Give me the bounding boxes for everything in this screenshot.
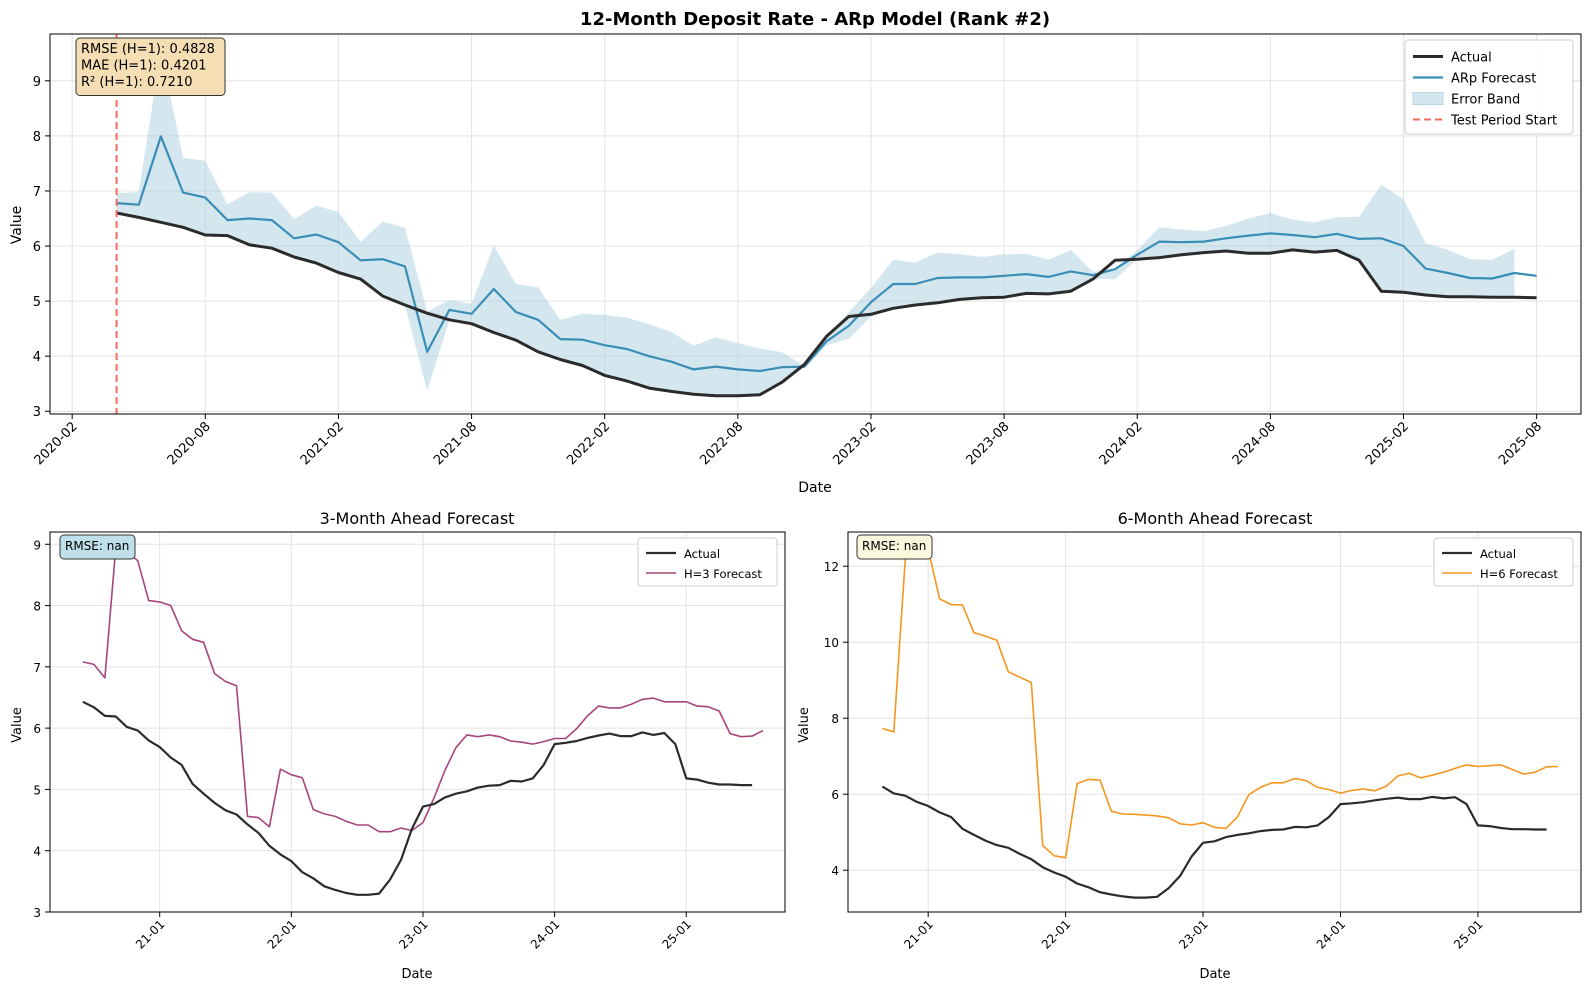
plot-frame <box>49 531 786 913</box>
legend-box <box>1433 537 1574 587</box>
legend-label: ARp Forecast <box>1451 72 1536 87</box>
y-tick-label: 4 <box>33 845 41 859</box>
x-tick-label: 22-01 <box>1039 917 1074 952</box>
legend-label: Test Period Start <box>1450 114 1557 129</box>
x-tick-label: 21-01 <box>901 917 936 952</box>
stats-box: RMSE: nan <box>59 534 136 560</box>
x-tick-label: 25-01 <box>659 917 694 952</box>
subplot-1-y-axis-label: Value <box>10 707 25 743</box>
forecast-line <box>882 542 1559 859</box>
legend-label: Error Band <box>1451 93 1520 108</box>
y-tick-label: 4 <box>831 864 839 878</box>
y-tick-label: 3 <box>33 405 41 420</box>
x-tick-label: 24-01 <box>1314 917 1349 952</box>
legend: Actual ARp Forecast Error Band Test Period … <box>1404 39 1574 135</box>
y-tick-label: 9 <box>33 538 41 552</box>
main-x-axis-label: Date <box>798 480 831 496</box>
forecast-line <box>82 546 764 833</box>
stats-box-background <box>59 534 136 560</box>
stats-box-background <box>75 37 226 96</box>
plot-frame <box>847 531 1582 913</box>
x-tick-label: 2023-08 <box>964 419 1013 468</box>
x-tick-label: 2024-08 <box>1230 419 1279 468</box>
x-tick-label: 2024-02 <box>1097 419 1146 468</box>
error-band <box>116 50 1515 396</box>
actual-line <box>82 700 753 896</box>
stats-box-background <box>856 534 933 560</box>
stats-text: RMSE (H=1): 0.4828 <box>81 42 215 57</box>
x-tick-label: 2023-02 <box>830 419 879 468</box>
x-tick-label: 2021-08 <box>431 419 480 468</box>
stats-box: RMSE: nan <box>856 534 933 560</box>
actual-line <box>116 211 1537 398</box>
x-tick-label: 2022-02 <box>564 419 613 468</box>
y-tick-label: 9 <box>33 75 41 90</box>
y-tick-label: 3 <box>33 906 41 920</box>
legend-box <box>1404 39 1574 135</box>
main-y-axis-label: Value <box>9 206 25 244</box>
y-tick-label: 12 <box>824 560 839 574</box>
legend-box <box>637 537 778 587</box>
legend: Actual H=3 Forecast <box>637 537 778 587</box>
x-tick-label: 2020-02 <box>32 419 81 468</box>
legend: Actual H=6 Forecast <box>1433 537 1574 587</box>
x-tick-label: 2025-02 <box>1363 419 1412 468</box>
x-tick-label: 2021-02 <box>298 419 347 468</box>
subplot-2-title: 6-Month Ahead Forecast <box>1118 509 1313 528</box>
x-tick-label: 24-01 <box>528 917 563 952</box>
legend-label: Actual <box>1451 51 1492 66</box>
y-tick-label: 7 <box>33 661 41 675</box>
x-tick-label: 25-01 <box>1451 917 1486 952</box>
y-tick-label: 6 <box>33 722 41 736</box>
x-tick-label: 2020-08 <box>165 419 214 468</box>
y-tick-label: 8 <box>33 130 41 145</box>
y-tick-label: 6 <box>33 240 41 255</box>
x-tick-label: 23-01 <box>1176 917 1211 952</box>
stats-text: RMSE: nan <box>862 539 926 553</box>
legend-swatch <box>1412 92 1444 105</box>
y-tick-label: 6 <box>831 788 839 802</box>
x-tick-label: 23-01 <box>396 917 431 952</box>
plot-frame <box>49 33 1582 415</box>
x-tick-label: 22-01 <box>265 917 300 952</box>
stats-text: RMSE: nan <box>65 539 129 553</box>
actual-line <box>881 785 1547 899</box>
legend-label: H=6 Forecast <box>1480 567 1558 581</box>
stats-text: R² (H=1): 0.7210 <box>81 75 192 90</box>
legend-label: Actual <box>684 547 720 561</box>
forecast-line <box>116 135 1537 373</box>
y-tick-label: 5 <box>33 783 41 797</box>
plot-panel-1: 3 4 5 6 7 8 9 2020-02 2020-08 2021-02 2021-08 2022-… <box>32 33 1582 468</box>
subplot-2-x-axis-label: Date <box>1199 967 1230 982</box>
stats-text: MAE (H=1): 0.4201 <box>81 59 207 74</box>
plot-panel-2: 3 4 5 6 7 8 9 21-01 22-01 23-01 24-01 25-01 RMSE: na… <box>33 531 786 952</box>
y-tick-label: 10 <box>824 636 839 650</box>
legend-label: Actual <box>1480 547 1516 561</box>
y-tick-label: 8 <box>33 600 41 614</box>
subplot-1-title: 3-Month Ahead Forecast <box>320 509 515 528</box>
subplot-2-y-axis-label: Value <box>797 707 812 743</box>
legend-label: H=3 Forecast <box>684 567 762 581</box>
y-tick-label: 8 <box>831 712 839 726</box>
plot-panel-3: 4 6 8 10 12 21-01 22-01 23-01 24-01 25-01 RMSE: na… <box>824 531 1582 952</box>
y-tick-label: 7 <box>33 185 41 200</box>
subplot-1-x-axis-label: Date <box>401 967 432 982</box>
chart-title: 12-Month Deposit Rate - ARp Model (Rank … <box>580 9 1050 30</box>
x-tick-label: 2022-08 <box>697 419 746 468</box>
y-tick-label: 5 <box>33 295 41 310</box>
x-tick-label: 2025-08 <box>1496 419 1545 468</box>
y-tick-label: 4 <box>33 350 41 365</box>
x-tick-label: 21-01 <box>133 917 168 952</box>
